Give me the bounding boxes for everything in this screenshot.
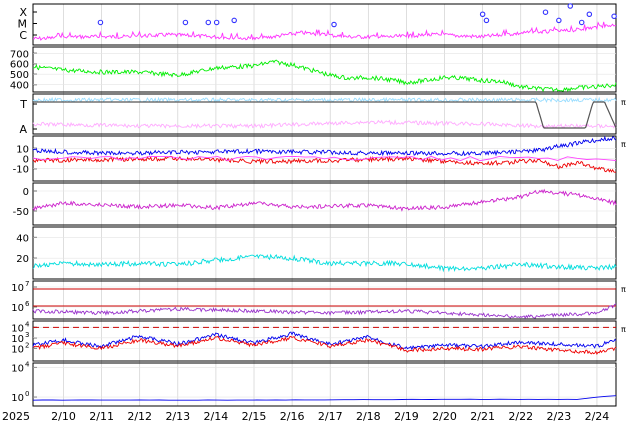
x-tick-label: 2/20 [432,410,457,423]
y-tick-label: 10 [11,363,24,374]
series-line [32,335,617,355]
panel-frame [32,362,617,407]
x-tick-label: 2/16 [280,410,305,423]
series-line [32,119,617,129]
x-tick-label: 2/19 [394,410,419,423]
flare-marker [213,19,220,26]
flare-marker [479,11,486,18]
x-tick-label: 2/10 [51,410,76,423]
panel-tag: π [621,285,626,294]
flare-marker [611,13,617,20]
series-line [32,188,617,212]
series-line [33,101,617,129]
y-tick-label: 500 [10,70,29,81]
y-label: X [19,6,27,19]
x-tick-label: 2/24 [585,410,610,423]
y-tick-label: 10 [11,283,24,294]
year-label: 2025 [2,410,30,423]
y-tick-exponent: 3 [25,331,29,339]
y-label: M [18,18,28,31]
y-tick-label: 0 [23,187,29,198]
y-tick-label: 10 [11,334,24,345]
y-tick-exponent: 0 [25,390,29,398]
x-tick-label: 2/18 [356,410,381,423]
y-tick-label: 10 [11,323,24,334]
flare-marker [578,19,585,26]
y-label: A [19,123,27,136]
y-tick-label: 0 [23,155,29,166]
x-tick-label: 2/22 [508,410,533,423]
panel-tag: π [621,140,626,149]
y-tick-label: -10 [13,165,29,176]
panel-frame [32,3,617,46]
series-line [32,59,617,93]
flare-marker [542,9,549,15]
panel-tag: π [621,98,626,107]
flare-marker [567,3,574,9]
series-line [32,331,617,351]
y-tick-label: -50 [13,207,29,218]
panel-frame [32,46,617,93]
y-tick-label: 10 [11,344,24,355]
series-line [32,135,617,157]
x-tick-label: 2/13 [165,410,190,423]
flare-marker [182,19,189,26]
series-line [32,303,617,319]
y-tick-label: 10 [11,393,24,404]
y-tick-exponent: 4 [25,360,30,368]
panel-frame [32,280,617,320]
flare-marker [556,17,562,24]
y-tick-exponent: 6 [25,300,30,308]
x-tick-label: 2/21 [470,410,495,423]
series-line [32,253,617,273]
y-label: C [19,29,27,42]
y-tick-exponent: 7 [25,280,29,288]
y-tick-label: 10 [16,144,29,155]
x-tick-label: 2/11 [89,410,114,423]
y-tick-label: 40 [16,233,29,244]
x-tick-label: 2/14 [204,410,229,423]
y-tick-exponent: 4 [25,320,30,328]
y-tick-label: 600 [10,60,29,71]
x-tick-label: 2/23 [546,410,571,423]
y-tick-label: 10 [11,303,24,314]
panel-frame [32,182,617,226]
series-line [32,21,617,41]
panel-frame [32,93,617,135]
y-tick-label: 700 [10,49,29,60]
flare-marker [586,11,593,18]
x-tick-label: 2/12 [127,410,152,423]
panel-tag: π [621,325,626,334]
flare-marker [97,19,104,26]
flare-marker [231,17,237,24]
flare-marker [205,19,212,26]
y-tick-label: 400 [10,81,29,92]
x-tick-label: 2/15 [242,410,267,423]
y-tick-label: 20 [16,254,29,265]
series-line [32,96,617,104]
x-tick-label: 2/17 [318,410,343,423]
y-tick-exponent: 2 [25,341,29,349]
panel-frame [32,320,617,362]
series-line [32,155,617,162]
flare-marker [331,21,337,28]
y-label: T [19,98,27,111]
series-line [32,395,617,401]
flare-marker [483,17,490,24]
panel-frame [32,226,617,280]
